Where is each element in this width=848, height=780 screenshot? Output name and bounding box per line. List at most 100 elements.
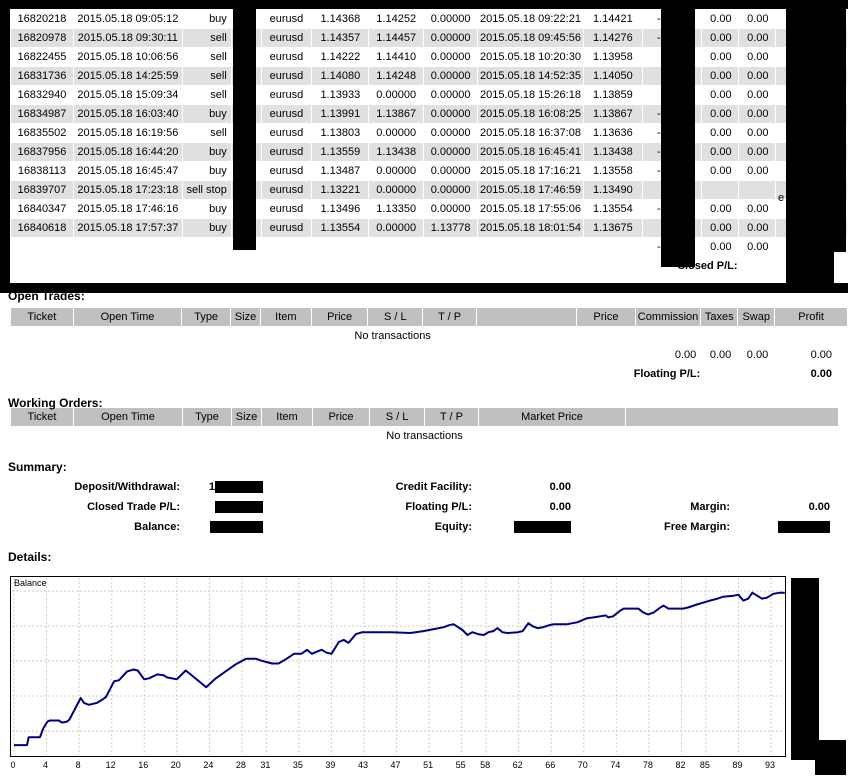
x-tick-label: 66 [545,760,556,770]
closed-trade-row: 16839707 2015.05.18 17:23:18 sell stop euru… [11,181,847,199]
table-cell: 1.13438 [369,143,424,161]
table-cell: 0.00 [701,29,738,47]
table-cell: buy [182,105,231,123]
deposit-withdrawal-value: 1 [173,481,263,494]
closed-trades-table: 16820218 2015.05.18 09:05:12 buy eurusd 1.14… [10,9,848,276]
x-tick-label: 4 [43,760,49,770]
table-cell: 0.00 [710,51,732,63]
working-orders-heading: Working Orders: [8,396,103,410]
table-cell: sell stop [182,181,231,199]
table-cell: 0.00 [738,67,775,85]
redaction-table-left-border [0,0,10,293]
credit-facility-value: 0.00 [549,481,571,493]
column-header: T / P [425,408,478,426]
table-cell: 0.00 [710,127,732,139]
table-cell: 2015.05.18 10:20:30 [480,51,581,63]
closed-totals-row: - 0.00 0.00 [11,238,847,256]
table-cell: 1.14222 [320,51,361,63]
column-header: Ticket [11,308,73,326]
table-cell: 1.14080 [312,67,369,85]
cancelled-text-fragment: e [778,192,785,204]
table-cell: eurusd [269,89,304,101]
table-cell: 0.00 [701,143,738,161]
table-cell [701,181,738,199]
no-transactions-row: No transactions [11,427,838,445]
details-heading: Details: [8,550,52,564]
x-tick-label: 16 [138,760,149,770]
balance-chart-canvas [12,578,785,755]
floating-pl-value: 0.00 [810,368,832,380]
totals-commission: - [656,241,661,253]
x-tick-label: 8 [75,760,81,770]
table-cell: buy [209,13,227,25]
x-tick-label: 58 [480,760,491,770]
table-cell: 1.13958 [592,51,633,63]
table-cell: 1.13859 [592,89,633,101]
x-tick-label: 31 [260,760,271,770]
closed-trade-row: 16831736 2015.05.18 14:25:59 sell eurusd 1.1… [11,67,847,85]
table-cell: 0.00000 [430,13,471,25]
column-header: Swap [738,308,775,326]
table-cell: 16839707 [11,181,73,199]
x-tick-label: 55 [455,760,466,770]
table-cell: 1.13487 [320,165,361,177]
table-cell: 1.14421 [592,13,633,25]
table-cell [11,238,642,256]
table-cell: - [656,127,661,139]
redaction-table-bottom-border [0,283,848,293]
table-cell: 0.00 [747,165,769,177]
table-cell: eurusd [261,105,312,123]
table-cell: 16820218 [17,13,67,25]
table-cell: 0.00 [701,105,738,123]
column-header: Taxes [701,308,738,326]
table-cell: eurusd [261,67,312,85]
table-cell: 1.14276 [583,29,642,47]
balance-chart: Balance [10,576,786,757]
table-cell: 0.00000 [376,89,417,101]
no-transactions-row: No transactions [11,327,847,345]
column-header: Ticket [11,408,73,426]
x-tick-label: 43 [357,760,369,770]
table-cell: 2015.05.18 14:25:59 [73,67,182,85]
table-cell: 2015.05.18 16:19:56 [77,127,179,139]
column-header: Price [577,308,635,326]
table-cell [701,365,737,383]
free-margin-label: Free Margin: [663,521,730,533]
closed-trade-row: 16832940 2015.05.18 15:09:34 sell eurusd 1.1… [11,86,847,104]
table-cell: 0.00000 [424,67,478,85]
x-tick-label: 89 [732,760,743,770]
closed-pl-label: Closed P/L: [677,260,738,272]
table-cell: 0.00000 [430,127,471,139]
table-cell: 2015.05.18 17:46:16 [77,203,179,215]
column-header: S / L [370,408,424,426]
table-cell: 0.00 [747,89,769,101]
table-cell: eurusd [261,181,312,199]
open-totals-row: 0.00 0.00 0.00 0.00 [11,346,847,364]
closed-trade-row: 16840347 2015.05.18 17:46:16 buy eurusd 1.13… [11,200,847,218]
table-cell: - [656,13,661,25]
floating-pl-row: Floating P/L: 0.00 [11,365,847,383]
table-cell: 0.00000 [430,165,471,177]
x-tick-label: 93 [764,760,776,770]
table-cell: 1.13991 [312,105,369,123]
table-cell: 2015.05.18 16:37:08 [480,127,581,139]
table-cell: buy [182,143,231,161]
redaction-profit-column [786,0,846,252]
table-cell: 0.00000 [430,51,471,63]
column-header: Open Time [74,408,182,426]
table-cell: 0.00 [710,13,732,25]
no-transactions-text: No transactions [386,430,463,442]
table-cell: 0.00 [747,13,769,25]
column-header: Open Time [73,308,182,326]
table-cell: 0.00 [710,165,732,177]
x-tick-label: 70 [577,760,588,770]
table-cell [738,181,775,199]
x-tick-label: 74 [610,760,621,770]
redaction-table-top-border [0,0,848,9]
table-cell: 16822455 [17,51,67,63]
table-cell: 1.14368 [320,13,361,25]
closed-trade-row: 16834987 2015.05.18 16:03:40 buy eurusd 1.13… [11,105,847,123]
table-cell: 0.00000 [376,165,417,177]
